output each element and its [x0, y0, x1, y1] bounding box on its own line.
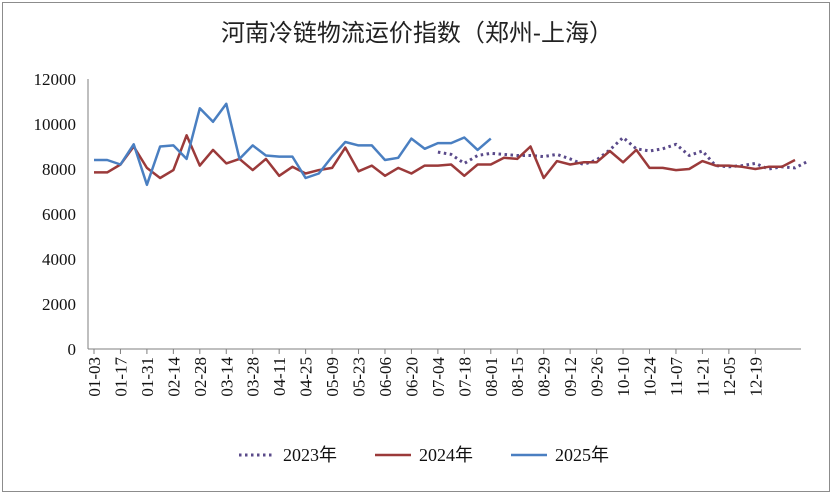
x-tick-label: 06-06: [376, 357, 395, 397]
legend: 2023年 2024年 2025年: [239, 445, 609, 465]
x-tick-label: 04-25: [297, 357, 316, 397]
y-tick-label: 12000: [34, 70, 77, 89]
legend-label-3: 2025年: [555, 445, 609, 465]
x-tick-label: 08-29: [535, 357, 554, 397]
x-tick-label: 06-20: [402, 357, 421, 397]
x-tick-label: 07-18: [455, 357, 474, 397]
y-tick-label: 10000: [34, 115, 77, 134]
y-tick-label: 0: [68, 340, 77, 359]
axes: [87, 79, 801, 354]
x-tick-label: 03-14: [217, 357, 236, 397]
y-axis-ticks: 0 2000 4000 6000 8000 10000 12000: [34, 70, 77, 359]
y-tick-label: 6000: [42, 205, 76, 224]
y-tick-label: 8000: [42, 160, 76, 179]
legend-label-1: 2023年: [283, 445, 337, 465]
x-tick-label: 11-07: [667, 357, 686, 397]
x-tick-label: 02-14: [164, 357, 183, 397]
x-tick-label: 01-31: [138, 357, 157, 397]
x-tick-label: 10-10: [614, 357, 633, 397]
chart-title: 河南冷链物流运价指数（郑州-上海）: [221, 19, 613, 47]
x-tick-label: 10-24: [641, 357, 660, 397]
x-tick-label: 12-19: [746, 357, 765, 397]
x-tick-label: 11-21: [693, 357, 712, 396]
series-line-1: [437, 136, 809, 171]
x-tick-label: 08-01: [482, 357, 501, 397]
x-tick-label: 09-12: [561, 357, 580, 397]
x-tick-label: 01-17: [111, 357, 130, 397]
y-tick-label: 4000: [42, 250, 76, 269]
series-line-2: [94, 134, 796, 180]
series-layer: [94, 102, 809, 187]
legend-label-2: 2024年: [419, 445, 473, 465]
x-tick-label: 02-28: [191, 357, 210, 397]
x-tick-label: 05-09: [323, 357, 342, 397]
x-tick-label: 12-05: [720, 357, 739, 397]
line-chart: 河南冷链物流运价指数（郑州-上海） 0 2000 4000 6000 8000 10000…: [34, 19, 809, 465]
x-tick-label: 08-15: [508, 357, 527, 397]
x-tick-label: 09-26: [588, 357, 607, 397]
x-axis-ticks: 01-03 01-17 01-31 02-14 02-28 03-14 03-28 04-11…: [85, 357, 765, 397]
x-tick-label: 07-04: [429, 357, 448, 397]
series-line-3: [94, 102, 492, 187]
x-tick-label: 04-11: [270, 357, 289, 396]
x-tick-label: 01-03: [85, 357, 104, 397]
x-tick-label: 03-28: [244, 357, 263, 397]
y-tick-label: 2000: [42, 295, 76, 314]
x-tick-label: 05-23: [350, 357, 369, 397]
